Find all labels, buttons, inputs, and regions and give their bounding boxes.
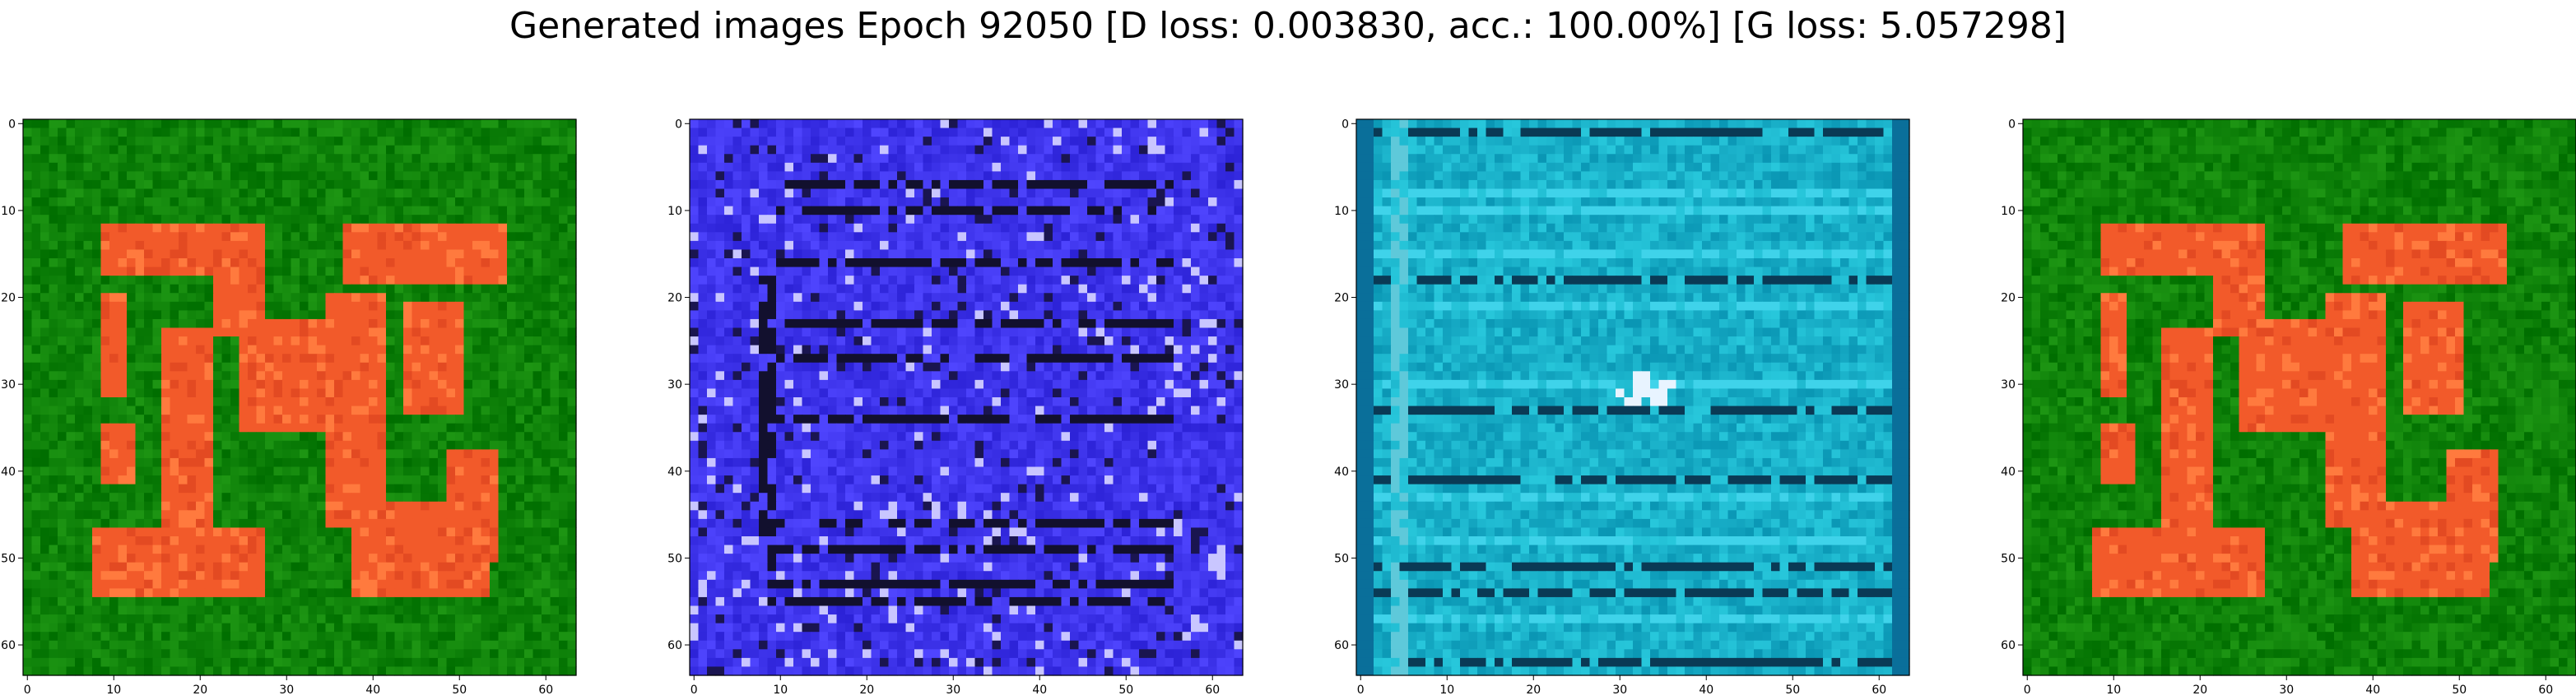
y-tick-label: 50 [1334,552,1349,565]
image-grid [1356,119,1910,676]
y-tick-label: 30 [2001,378,2016,392]
y-tick-label: 40 [1,466,16,479]
y-tick-label: 20 [2001,292,2016,305]
y-tick-label: 40 [667,466,682,479]
y-tick-label: 60 [2001,639,2016,652]
image-grid [690,119,1244,676]
y-tick-label: 50 [2001,552,2016,565]
y-tick-label: 60 [667,639,682,652]
y-tick-label: 30 [1,378,16,392]
y-tick-label: 10 [1334,205,1349,218]
y-tick-label: 10 [1,205,16,218]
y-tick-label: 20 [1334,292,1349,305]
y-tick-label: 10 [667,205,682,218]
y-tick-label: 20 [667,292,682,305]
y-tick-label: 0 [1341,118,1349,131]
y-tick-label: 0 [675,118,682,131]
y-tick-label: 60 [1334,639,1349,652]
y-tick-label: 40 [1334,466,1349,479]
figure-title: Generated images Epoch 92050 [D loss: 0.… [0,5,2576,47]
y-tick-label: 50 [1,552,16,565]
y-tick-label: 40 [2001,466,2016,479]
y-tick-label: 0 [2008,118,2016,131]
image-grid [23,119,577,676]
y-tick-label: 60 [1,639,16,652]
y-tick-label: 50 [667,552,682,565]
y-tick-label: 20 [1,292,16,305]
y-tick-label: 30 [667,378,682,392]
y-tick-label: 10 [2001,205,2016,218]
y-tick-label: 0 [8,118,16,131]
y-tick-label: 30 [1334,378,1349,392]
image-grid [2023,119,2576,676]
